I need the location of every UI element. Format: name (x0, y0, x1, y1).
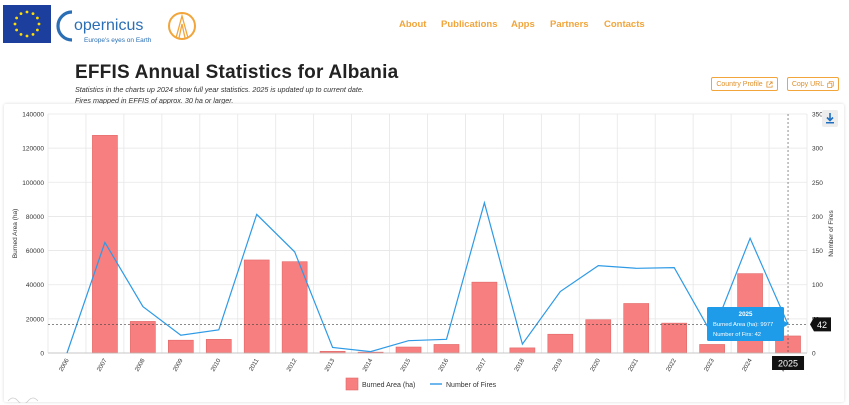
y-tick-left: 60000 (26, 248, 44, 255)
y-tick-right: 350 (812, 112, 823, 119)
y-tick-left: 40000 (26, 282, 44, 289)
x-tick-label: 2009 (172, 357, 185, 373)
eu-star (13, 22, 17, 26)
nav-publications[interactable]: Publications (441, 19, 498, 30)
copy-url-button[interactable]: Copy URL (787, 77, 839, 91)
y-tick-left: 120000 (22, 146, 44, 153)
eu-star (35, 16, 39, 20)
tooltip-number-of-fires: Number of Firs: 42 (713, 332, 761, 338)
x-tick-label: 2011 (248, 357, 261, 373)
eu-star (19, 12, 23, 16)
copy-icon (827, 80, 834, 88)
logo-tagline: Europe's eyes on Earth (84, 37, 152, 44)
eu-star (15, 28, 19, 32)
x-tick-label: 2019 (551, 357, 564, 373)
copy-url-label: Copy URL (791, 80, 825, 88)
x-tick-label: 2007 (96, 357, 109, 373)
y-tick-right: 200 (812, 214, 823, 221)
nav-apps[interactable]: Apps (511, 19, 535, 30)
eu-star (15, 16, 19, 20)
x-tick-label: 2023 (703, 357, 716, 373)
crosshair-value-box (810, 317, 831, 332)
eu-star (31, 12, 35, 16)
tooltip-burned-area: Burned Area (ha): 9977 (713, 322, 773, 328)
main-nav: About Publications Apps Partners Contact… (0, 19, 849, 33)
eu-flag-icon (3, 5, 51, 43)
copernicus-logo[interactable]: opernicus Europe's eyes on Earth (56, 6, 206, 48)
bar-burned-area (281, 261, 308, 354)
x-tick-label: 2024 (741, 357, 754, 373)
country-profile-label: Country Profile (716, 80, 763, 88)
eu-star (25, 34, 29, 38)
y-tick-right: 0 (812, 351, 816, 358)
chart-tooltip (707, 307, 785, 341)
nav-partners[interactable]: Partners (550, 19, 589, 30)
bar-burned-area (471, 281, 498, 354)
chart-download-button[interactable] (822, 110, 838, 127)
x-tick-label: 2017 (475, 357, 488, 373)
bar-burned-area (509, 347, 536, 354)
external-link-icon (766, 80, 773, 88)
x-tick-label: 2014 (361, 357, 374, 373)
x-tick-label: 2022 (665, 357, 678, 373)
tooltip-title: 2025 (739, 311, 753, 318)
x-tick-label: 2018 (513, 357, 526, 373)
chart-tooltip-arrow (784, 321, 790, 327)
eu-star (31, 32, 35, 36)
x-tick-label: 2006 (58, 357, 71, 373)
bar-burned-area (585, 319, 612, 354)
y-tick-left: 80000 (26, 214, 44, 221)
x-tick-label: 2020 (589, 357, 602, 373)
legend-label-burned-area: Burned Area (ha) (362, 382, 415, 389)
page-title: EFFIS Annual Statistics for Albania (75, 62, 399, 83)
eu-star (25, 10, 29, 14)
country-profile-button[interactable]: Country Profile (711, 77, 778, 91)
bar-burned-area (661, 322, 687, 354)
y-tick-left: 0 (40, 351, 44, 358)
x-tick-label: 2010 (210, 357, 223, 373)
nav-about[interactable]: About (399, 19, 427, 30)
x-tick-label: 2016 (437, 357, 450, 373)
bar-burned-area (243, 259, 270, 354)
x-tick-label: 2012 (285, 357, 298, 373)
bar-burned-area (699, 344, 725, 354)
y-tick-right: 300 (812, 146, 823, 153)
x-tick-label: 2015 (399, 357, 412, 373)
decorative-wave-icon (8, 397, 38, 403)
x-tick-label: 2008 (134, 357, 147, 373)
bar-burned-area (395, 346, 422, 354)
crosshair-value: 42 (817, 320, 827, 330)
bar-burned-area (130, 321, 156, 354)
bar-burned-area (547, 333, 574, 354)
y-tick-right: 100 (812, 282, 823, 289)
nav-contacts[interactable]: Contacts (604, 19, 645, 30)
logo-wordmark: opernicus (74, 17, 143, 34)
top-navigation-bar: opernicus Europe's eyes on Earth About P… (0, 0, 849, 52)
y-axis-title-left: Burned Area (ha) (12, 209, 19, 259)
y-tick-right: 250 (812, 180, 823, 187)
download-icon (826, 113, 834, 124)
x-tick-label: 2021 (627, 357, 640, 373)
y-tick-left: 140000 (22, 112, 44, 119)
y-tick-left: 100000 (22, 180, 44, 187)
subtitle-line-2: Fires mapped in EFFIS of approx. 30 ha o… (75, 96, 234, 105)
bar-burned-area (205, 339, 232, 354)
bar-burned-area (623, 303, 650, 354)
subtitle-line-1: Statistics in the charts up 2024 show fu… (75, 85, 364, 94)
x-tick-label: 2013 (323, 357, 336, 373)
y-tick-right: 150 (812, 248, 823, 255)
bar-burned-area (168, 339, 194, 354)
legend-swatch-burned-area (345, 377, 359, 391)
eu-star (35, 28, 39, 32)
legend-label-number-of-fires: Number of Fires (446, 382, 497, 389)
crosshair-year-box (772, 356, 805, 370)
line-number-of-fires (66, 200, 789, 354)
eu-star (19, 32, 23, 36)
bar-burned-area (433, 344, 460, 354)
y-tick-left: 20000 (26, 316, 44, 323)
y-axis-title-right: Number of Fires (828, 209, 835, 256)
eu-star (37, 22, 41, 26)
crosshair-year: 2025 (778, 359, 798, 369)
